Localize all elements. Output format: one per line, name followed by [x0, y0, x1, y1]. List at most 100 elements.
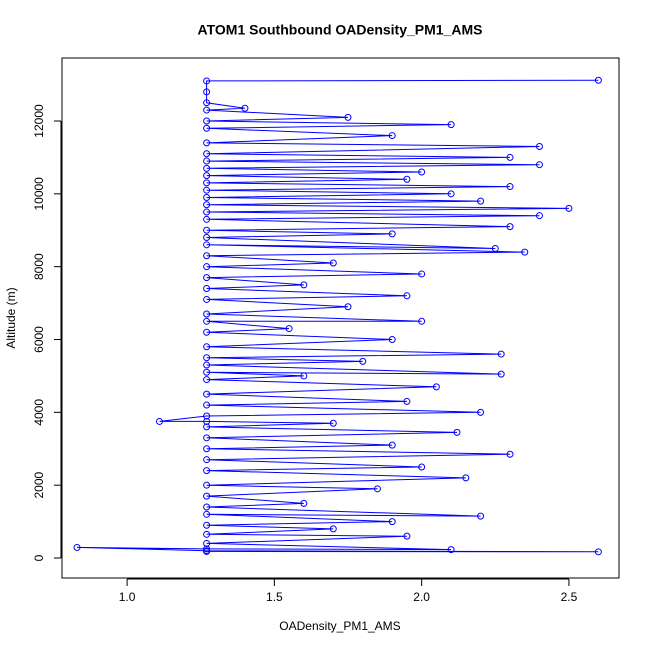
- data-point: [506, 450, 514, 458]
- data-point: [418, 270, 426, 278]
- data-point: [203, 215, 211, 223]
- data-point: [203, 139, 211, 147]
- data-point: [203, 226, 211, 234]
- data-point: [388, 441, 396, 449]
- x-tick-label: 2.0: [413, 590, 430, 604]
- data-point: [203, 530, 211, 538]
- data-point: [203, 186, 211, 194]
- data-point: [203, 521, 211, 529]
- data-point: [453, 428, 461, 436]
- data-point: [594, 76, 602, 84]
- data-point: [203, 241, 211, 249]
- data-point: [497, 350, 505, 358]
- data-point: [203, 328, 211, 336]
- data-point: [477, 512, 485, 520]
- data-point: [203, 117, 211, 125]
- data-point: [477, 408, 485, 416]
- data-point: [203, 467, 211, 475]
- data-point: [203, 456, 211, 464]
- data-point: [418, 168, 426, 176]
- y-tick-label: 10000: [32, 177, 46, 211]
- data-point: [203, 361, 211, 369]
- data-point: [203, 539, 211, 547]
- data-point: [203, 88, 211, 96]
- data-point: [203, 164, 211, 172]
- data-point: [203, 208, 211, 216]
- data-point: [203, 263, 211, 271]
- y-tick-label: 8000: [32, 253, 46, 280]
- y-tick-label: 12000: [32, 104, 46, 138]
- data-point: [535, 212, 543, 220]
- data-point: [203, 376, 211, 384]
- data-point: [403, 532, 411, 540]
- data-point: [300, 281, 308, 289]
- y-tick-label: 6000: [32, 326, 46, 353]
- data-point: [203, 545, 211, 553]
- data-point: [203, 434, 211, 442]
- data-point: [462, 474, 470, 482]
- data-point: [203, 445, 211, 453]
- data-point: [344, 303, 352, 311]
- data-point: [491, 244, 499, 252]
- data-point: [203, 99, 211, 107]
- y-axis-label: Altitude (m): [4, 287, 18, 348]
- data-point: [535, 161, 543, 169]
- data-point: [403, 292, 411, 300]
- data-point: [359, 357, 367, 365]
- data-point: [300, 499, 308, 507]
- data-point: [203, 157, 211, 165]
- y-tick-label: 0: [32, 554, 46, 561]
- data-point: [521, 248, 529, 256]
- data-point: [329, 259, 337, 267]
- data-point: [388, 230, 396, 238]
- data-point: [203, 417, 211, 425]
- data-point: [388, 336, 396, 344]
- data-point: [203, 106, 211, 114]
- data-point: [203, 412, 211, 420]
- data-point: [203, 503, 211, 511]
- data-point: [447, 190, 455, 198]
- data-point: [203, 317, 211, 325]
- data-point: [373, 485, 381, 493]
- data-point: [300, 372, 308, 380]
- data-point: [447, 121, 455, 129]
- data-point: [203, 285, 211, 293]
- data-point: [344, 113, 352, 121]
- y-tick-label: 2000: [32, 472, 46, 499]
- data-point: [432, 383, 440, 391]
- plot-frame: [61, 57, 620, 579]
- data-point: [203, 343, 211, 351]
- data-point: [535, 142, 543, 150]
- data-point: [203, 481, 211, 489]
- data-point: [203, 390, 211, 398]
- data-point: [203, 492, 211, 500]
- data-line: [76, 79, 599, 553]
- data-point: [155, 417, 163, 425]
- data-point: [403, 175, 411, 183]
- data-point: [594, 548, 602, 556]
- data-point: [403, 397, 411, 405]
- data-point: [506, 153, 514, 161]
- data-point: [203, 150, 211, 158]
- x-tick-label: 2.5: [561, 590, 578, 604]
- data-point: [203, 354, 211, 362]
- x-axis-label: OADensity_PM1_AMS: [279, 619, 400, 633]
- y-tick-label: 4000: [32, 399, 46, 426]
- data-point: [203, 510, 211, 518]
- data-point: [203, 547, 211, 555]
- data-point: [73, 543, 81, 551]
- data-point: [418, 463, 426, 471]
- data-point: [203, 368, 211, 376]
- data-point: [203, 234, 211, 242]
- data-point: [285, 325, 293, 333]
- x-tick-label: 1.0: [119, 590, 136, 604]
- data-point: [203, 201, 211, 209]
- data-point: [203, 295, 211, 303]
- data-point: [241, 104, 249, 112]
- data-point: [477, 197, 485, 205]
- data-point: [203, 401, 211, 409]
- data-point: [203, 252, 211, 260]
- data-point: [497, 370, 505, 378]
- data-point: [203, 193, 211, 201]
